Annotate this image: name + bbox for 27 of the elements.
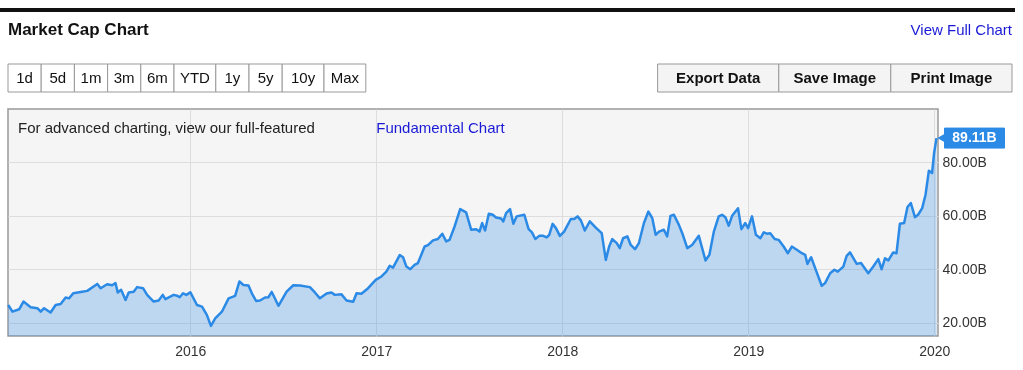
text: 6m	[146, 69, 168, 86]
text: YTD	[179, 69, 211, 86]
text: 5y	[257, 69, 275, 86]
y-tick-label: 20.00B	[942, 314, 987, 331]
y-tick-label: 80.00B	[942, 153, 987, 170]
annotation: 89.11B	[952, 129, 997, 146]
text: 3m	[113, 69, 135, 86]
text: Export Data	[676, 69, 761, 86]
y-tick-label: 40.00B	[942, 260, 987, 277]
text: 10y	[291, 69, 316, 86]
text: View Full Chart	[910, 21, 1013, 38]
y-tick-label: 60.00B	[942, 207, 987, 224]
text: 1y	[224, 69, 241, 86]
text: Max	[330, 69, 360, 86]
x-tick-label: 2016	[175, 342, 207, 359]
x-tick-label: 2019	[733, 342, 765, 359]
text: 1d	[16, 69, 33, 86]
annotation: Fundamental Chart	[376, 119, 506, 136]
text: 5d	[49, 69, 67, 86]
annotation: For advanced charting, view our full-featured	[18, 119, 315, 136]
x-tick-label: 2020	[919, 342, 951, 359]
x-tick-label: 2017	[361, 342, 393, 359]
x-tick-label: 2018	[547, 342, 579, 359]
text: 1m	[80, 69, 102, 86]
text: Print Image	[910, 69, 993, 86]
chart-title: Market Cap Chart	[8, 20, 150, 39]
text: Save Image	[793, 69, 877, 86]
